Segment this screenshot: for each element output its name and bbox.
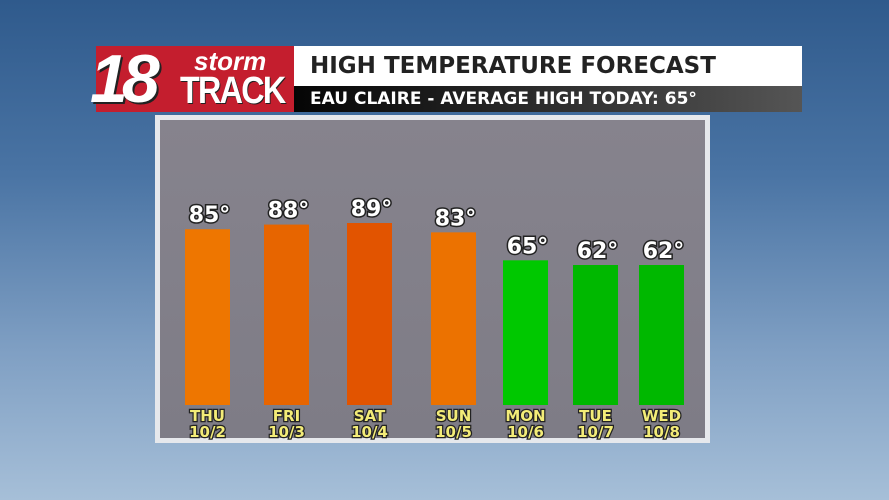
bar-fri xyxy=(264,224,309,405)
date-label: 10/5 xyxy=(435,423,472,441)
logo-storm: storm xyxy=(194,46,267,76)
storm-track-logo: 18 storm TRACK xyxy=(90,41,294,117)
value-label: 83° xyxy=(435,206,477,231)
date-label: 10/3 xyxy=(268,423,305,441)
day-label: SAT xyxy=(354,407,386,425)
value-label: 85° xyxy=(189,203,231,228)
value-label: 88° xyxy=(268,199,310,224)
bar-mon xyxy=(503,260,548,405)
date-label: 10/4 xyxy=(351,423,388,441)
bar-sat xyxy=(347,223,392,405)
date-label: 10/6 xyxy=(507,423,544,441)
bar-sun xyxy=(431,232,476,405)
day-label: TUE xyxy=(579,407,612,425)
logo-track: TRACK xyxy=(180,70,286,112)
chart-subtitle: EAU CLAIRE - AVERAGE HIGH TODAY: 65° xyxy=(294,86,802,112)
date-label: 10/2 xyxy=(189,423,226,441)
bar-wed xyxy=(639,265,684,405)
day-label: THU xyxy=(190,407,225,425)
bar-tue xyxy=(573,265,618,405)
bar-thu xyxy=(185,229,230,405)
day-label: WED xyxy=(642,407,681,425)
value-label: 65° xyxy=(507,234,549,259)
day-label: SUN xyxy=(436,407,472,425)
day-label: FRI xyxy=(273,407,300,425)
date-label: 10/8 xyxy=(643,423,680,441)
logo-number: 18 xyxy=(90,41,160,117)
value-label: 62° xyxy=(577,239,619,264)
date-label: 10/7 xyxy=(577,423,614,441)
value-label: 62° xyxy=(643,239,685,264)
chart-title: HIGH TEMPERATURE FORECAST xyxy=(294,46,802,86)
value-label: 89° xyxy=(351,197,393,222)
day-label: MON xyxy=(505,407,545,425)
